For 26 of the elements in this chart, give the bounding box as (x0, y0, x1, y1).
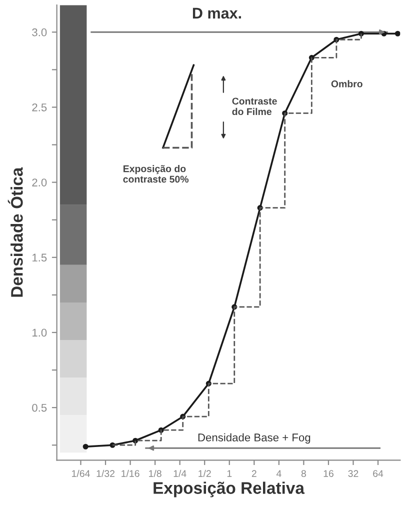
x-tick-label: 1/8 (149, 470, 162, 477)
y-tick-label: 1.0 (32, 328, 47, 337)
annotation: Ombro (331, 80, 362, 88)
x-tick-label: 1/4 (174, 470, 186, 477)
ref-line-label: D max. (192, 8, 241, 19)
y-tick-label: 2.0 (32, 178, 47, 186)
x-tick-label: 1/16 (122, 470, 140, 477)
annotation: Exposição do contraste 50% (123, 165, 189, 183)
x-tick-label: 1 (227, 470, 232, 477)
y-tick-label: 3.0 (32, 28, 47, 36)
x-tick-label: 8 (301, 470, 306, 477)
x-axis-title: Exposição Relativa (154, 482, 305, 498)
x-tick-label: 1/2 (198, 470, 211, 477)
y-axis-title: Densidade Ótica (8, 167, 23, 297)
y-tick-label: 0.5 (32, 404, 47, 412)
x-tick-label: 1/64 (72, 470, 90, 477)
x-tick-label: 4 (276, 470, 282, 477)
x-tick-label: 32 (348, 470, 358, 477)
x-tick-label: 16 (324, 470, 334, 477)
x-tick-label: 2 (252, 470, 256, 477)
y-tick-label: 2.5 (32, 103, 47, 112)
x-tick-label: 1/32 (96, 470, 114, 477)
annotation: Contraste do Filme (232, 98, 277, 116)
x-tick-label: 64 (373, 470, 384, 477)
ref-line-label: Densidade Base + Fog (198, 433, 310, 444)
y-tick-label: 1.5 (32, 254, 47, 262)
